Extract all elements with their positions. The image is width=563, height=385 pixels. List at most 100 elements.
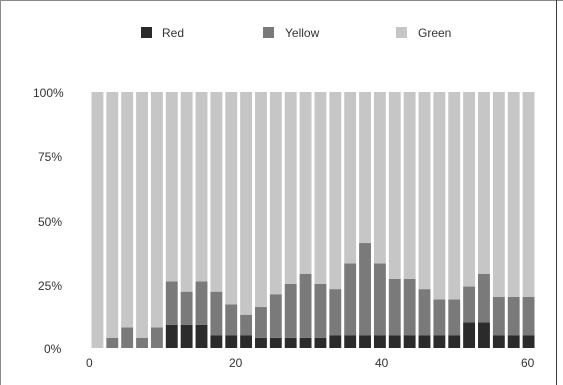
x-tick-label: 40 [375,356,389,370]
bar-segment-green [240,92,253,315]
bar-segment-yellow [329,289,342,336]
legend-swatch-red [141,27,152,38]
bar-segment-yellow [106,337,119,348]
x-axis-ticks: 0 20 40 60 [86,356,535,370]
bar-segment-red [478,322,490,348]
bar-segment-green [403,92,416,279]
bar-segment-yellow [492,296,505,336]
bar-segment-red [165,324,178,348]
bar-segment-green [195,92,208,282]
bar-segment-red [284,337,297,348]
y-tick-label: 100% [33,86,64,100]
bar-segment-yellow [255,307,267,338]
bar-segment-yellow [284,284,297,338]
bar-segment-yellow [373,263,386,336]
bar-segment-red [240,335,253,348]
bar-segment-yellow [299,273,312,338]
bar-segment-green [91,92,104,348]
y-tick-label: 0% [44,342,62,356]
bar-segment-yellow [210,291,223,336]
bars-layer [91,92,535,348]
bar-segment-yellow [433,299,446,336]
bar-segment-green [344,92,357,264]
bar-segment-red [463,322,476,348]
bar-segment-red [225,335,238,348]
legend-label-yellow: Yellow [285,26,320,40]
bar-segment-red [507,335,520,348]
bar-segment-green [359,92,371,244]
bar-segment-green [121,92,134,328]
bar-segment-yellow [225,304,238,336]
legend-swatch-yellow [263,27,274,38]
bar-segment-red [299,337,312,348]
bar-segment-red [255,337,267,348]
bar-segment-green [448,92,461,300]
bar-segment-yellow [388,278,401,336]
bar-segment-yellow [478,273,490,323]
legend-label-red: Red [162,26,184,40]
bar-segment-yellow [507,296,520,336]
bar-segment-red [403,335,416,348]
bar-segment-red [180,324,193,348]
bar-segment-green [478,92,490,274]
frame-border-right [556,0,557,385]
bar-segment-green [284,92,297,284]
bar-segment-yellow [522,296,535,336]
legend: Red Yellow Green [141,26,451,40]
bar-segment-green [388,92,401,279]
bar-segment-yellow [240,314,253,336]
frame-border-left [0,0,1,385]
bar-segment-green [106,92,119,338]
bar-segment-yellow [403,278,416,336]
y-axis-ticks: 100% 75% 50% 25% 0% [33,86,64,356]
bar-segment-red [359,335,371,348]
legend-swatch-green [396,27,407,38]
bar-segment-red [448,335,461,348]
bar-segment-green [492,92,505,297]
bar-segment-green [418,92,431,290]
bar-segment-red [373,335,386,348]
bar-segment-red [492,335,505,348]
bar-segment-red [195,324,208,348]
bar-segment-green [225,92,238,305]
bar-segment-yellow [150,327,163,348]
bar-segment-green [463,92,476,287]
frame-border-top [0,0,563,1]
bar-segment-red [388,335,401,348]
bar-segment-red [329,335,342,348]
bar-segment-yellow [418,289,431,336]
bar-segment-yellow [463,286,476,323]
bar-segment-yellow [195,281,208,325]
bar-segment-red [210,335,223,348]
bar-segment-green [150,92,163,328]
x-tick-label: 0 [86,356,93,370]
bar-segment-green [507,92,520,297]
bar-segment-green [329,92,342,290]
bar-segment-red [314,337,327,348]
bar-segment-green [210,92,223,292]
bar-segment-green [299,92,312,274]
y-tick-label: 75% [38,150,62,164]
bar-segment-green [522,92,535,297]
bar-segment-yellow [359,243,371,336]
bar-segment-green [255,92,267,308]
bar-segment-red [433,335,446,348]
bar-segment-yellow [448,299,461,336]
x-tick-label: 60 [521,356,535,370]
bar-segment-green [269,92,282,295]
bar-segment-yellow [121,327,134,348]
bar-segment-red [522,335,535,348]
bar-segment-green [314,92,327,284]
bar-segment-red [269,337,282,348]
bar-segment-yellow [269,294,282,338]
x-tick-label: 20 [229,356,243,370]
bar-segment-yellow [314,284,327,338]
bar-segment-green [373,92,386,264]
y-tick-label: 25% [38,279,62,293]
legend-label-green: Green [418,26,451,40]
bar-segment-red [418,335,431,348]
bar-segment-green [136,92,148,338]
bar-segment-red [344,335,357,348]
